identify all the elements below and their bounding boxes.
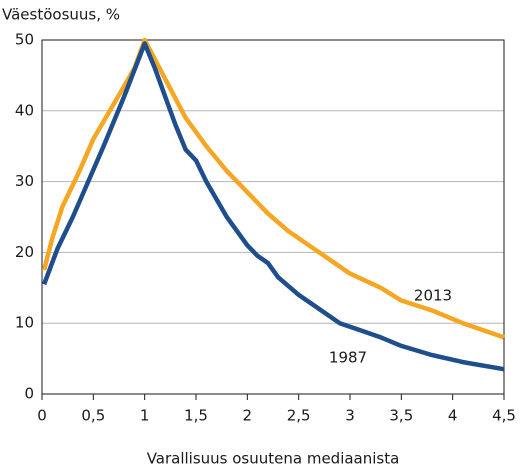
x-tick-label: 4 (448, 407, 458, 425)
x-tick-label: 3 (345, 407, 355, 425)
series-label: 1987 (329, 349, 367, 367)
y-tick-label: 40 (15, 101, 34, 119)
series-line (41, 37, 505, 340)
series-line (41, 41, 505, 372)
y-tick-label: 20 (15, 243, 34, 261)
x-tick-label: 0,5 (81, 407, 105, 425)
x-tick-label: 2 (243, 407, 253, 425)
y-tick-label: 10 (15, 314, 34, 332)
x-tick-label: 0 (37, 407, 47, 425)
series-label: 2013 (414, 287, 452, 305)
x-tick-label: 3,5 (389, 407, 413, 425)
x-tick-label: 1,5 (184, 407, 208, 425)
plot-frame (41, 39, 505, 395)
y-tick-label: 0 (24, 385, 34, 403)
y-axis-title: Väestöosuus, % (2, 6, 120, 24)
x-axis-title: Varallisuus osuutena mediaanista (147, 450, 400, 468)
x-tick-label: 1 (140, 407, 150, 425)
x-tick-label: 4,5 (492, 407, 516, 425)
x-tick-label: 2,5 (287, 407, 311, 425)
y-tick-label: 50 (15, 31, 34, 49)
y-tick-label: 30 (15, 172, 34, 190)
